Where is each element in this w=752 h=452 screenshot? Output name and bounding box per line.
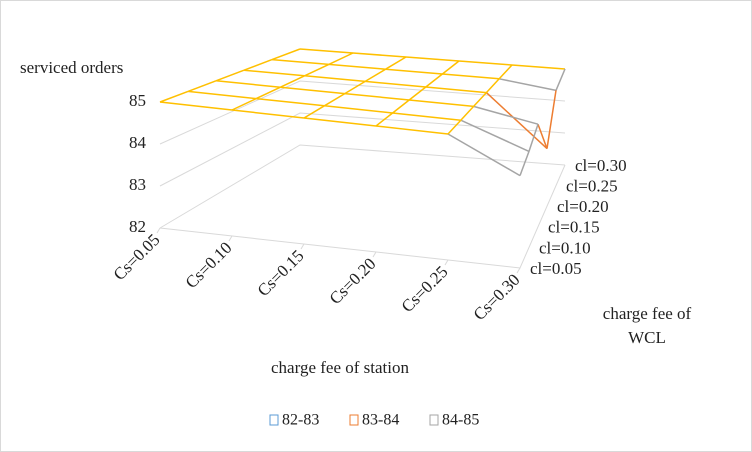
surface-edge xyxy=(392,112,461,121)
depth-tick-label: cl=0.20 xyxy=(557,197,609,216)
surface-edge xyxy=(304,63,330,77)
surface-edge xyxy=(243,69,305,77)
surface-edge xyxy=(280,86,345,95)
x-axis-title: charge fee of station xyxy=(271,358,409,377)
surface-edge xyxy=(344,92,410,101)
surface-edge xyxy=(555,68,566,91)
surface-edge xyxy=(255,86,281,100)
surface-edge xyxy=(303,105,325,119)
surface-edge xyxy=(425,73,443,88)
surface-edge xyxy=(447,119,462,135)
surface-edge xyxy=(365,80,426,88)
surface-edge xyxy=(409,99,474,108)
surface-edge xyxy=(473,92,487,107)
surface-edge xyxy=(441,60,460,75)
legend-swatch xyxy=(429,414,439,426)
surface-edge xyxy=(303,117,377,127)
surface-edge xyxy=(280,75,305,88)
x-tick xyxy=(300,243,305,250)
z-tick-label: 85 xyxy=(129,91,146,110)
x-tick xyxy=(228,235,233,242)
x-tick xyxy=(516,267,521,274)
surface-edge xyxy=(231,109,305,119)
legend-swatch xyxy=(349,414,359,426)
surface-edge xyxy=(352,52,407,58)
surface-edge xyxy=(485,92,548,150)
surface-edge xyxy=(243,58,273,71)
z-tick-label: 84 xyxy=(129,133,147,152)
surface-edge xyxy=(425,86,487,94)
surface-edge xyxy=(385,68,443,75)
surface-edge xyxy=(299,48,354,54)
surface-edge xyxy=(405,56,460,62)
surface-edge xyxy=(328,52,354,66)
surface-edge xyxy=(473,105,539,125)
surface-edge xyxy=(328,63,386,70)
grid-line xyxy=(159,112,566,187)
surface-edge xyxy=(546,90,557,149)
x-tick xyxy=(444,259,449,266)
grid-line xyxy=(159,144,566,229)
surface-edge xyxy=(408,86,427,101)
surface-edge xyxy=(392,99,410,114)
surface-edge xyxy=(447,133,521,177)
legend-label: 83-84 xyxy=(362,412,399,429)
surface-edge xyxy=(256,97,325,107)
surface-edge xyxy=(519,151,530,176)
legend-label: 82-83 xyxy=(282,412,319,429)
surface-edge xyxy=(528,123,539,152)
surface-edge xyxy=(460,119,530,153)
surface-edge xyxy=(231,97,257,111)
surface-edge xyxy=(458,60,513,66)
depth-tick-label: cl=0.15 xyxy=(548,218,600,237)
grid-line xyxy=(159,80,566,145)
surface-edge xyxy=(364,68,386,83)
depth-tick-label: cl=0.30 xyxy=(575,156,627,175)
depth-tick-label: cl=0.05 xyxy=(530,259,582,278)
surface-edge xyxy=(385,56,407,70)
surface-edge xyxy=(511,64,566,70)
depth-axis-title: WCL xyxy=(628,328,666,347)
surface-edge xyxy=(375,125,449,135)
surface-edge xyxy=(375,112,394,127)
surface-edge xyxy=(485,78,500,94)
x-tick xyxy=(156,227,161,234)
depth-axis-title: charge fee of xyxy=(603,304,692,323)
surface-edge xyxy=(159,101,233,111)
x-tick xyxy=(372,251,377,258)
surface-edge xyxy=(187,90,257,100)
surface-edge xyxy=(304,75,366,83)
legend-swatch xyxy=(269,414,279,426)
surface-edge xyxy=(159,90,189,103)
surface-edge xyxy=(460,105,475,121)
z-tick-label: 82 xyxy=(129,217,146,236)
surface-edge xyxy=(187,80,217,93)
depth-tick-label: cl=0.10 xyxy=(539,238,591,257)
depth-tick-label: cl=0.25 xyxy=(566,177,618,196)
surface-edge xyxy=(271,58,329,66)
surface-edge xyxy=(499,78,557,92)
surface-edge xyxy=(442,73,500,80)
surface-edge xyxy=(498,64,513,80)
surface-edge xyxy=(215,80,281,88)
surface-edge xyxy=(344,80,366,95)
surface-edge xyxy=(215,69,245,82)
surface-edge xyxy=(324,105,393,114)
z-axis-title: serviced orders xyxy=(20,58,123,77)
surface-edge xyxy=(324,92,346,107)
z-tick-label: 83 xyxy=(129,175,146,194)
surface-edge xyxy=(537,123,548,149)
surface-edge xyxy=(271,48,301,61)
legend-label: 84-85 xyxy=(442,412,479,429)
